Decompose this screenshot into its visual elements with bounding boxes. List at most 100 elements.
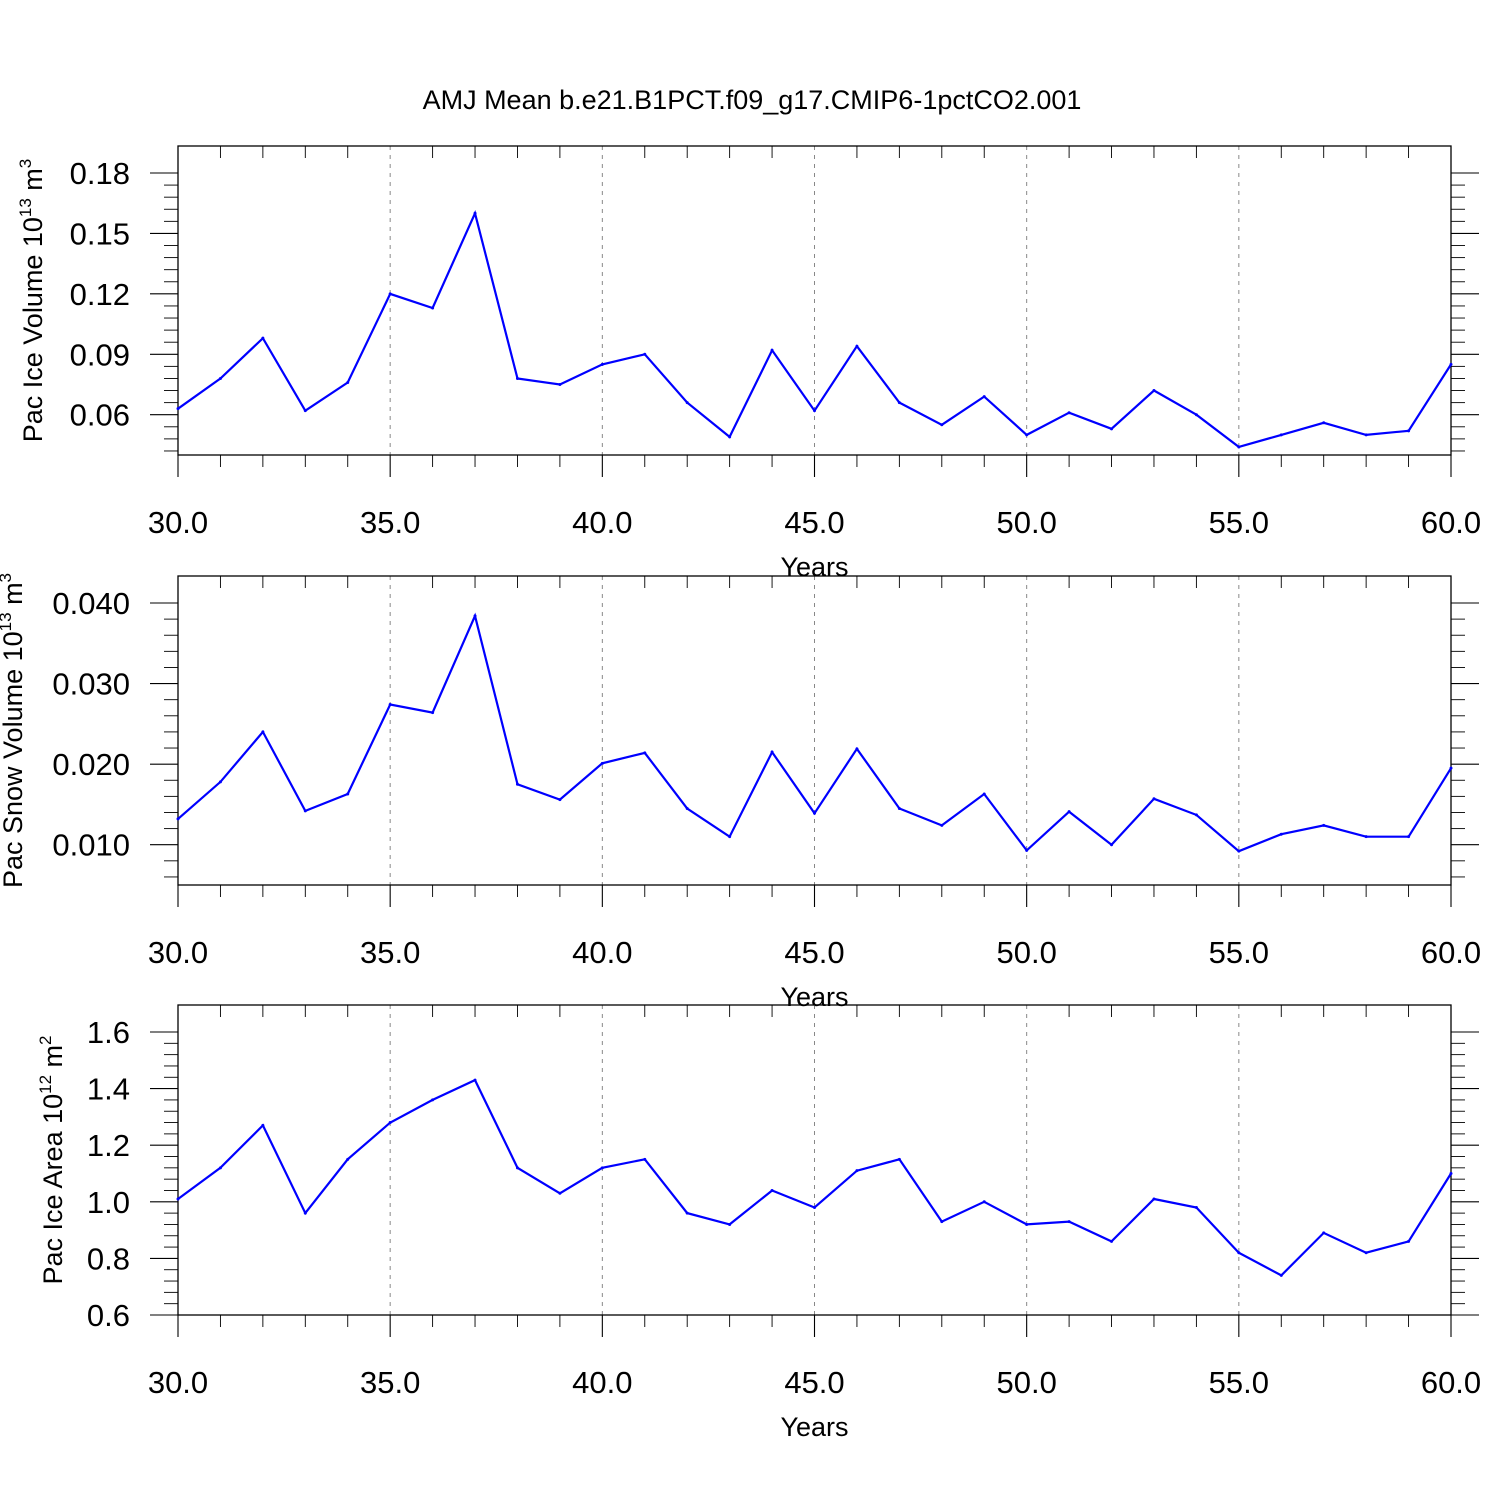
data-point bbox=[1067, 810, 1071, 814]
data-point bbox=[1152, 389, 1156, 393]
data-point bbox=[473, 614, 477, 618]
data-point bbox=[643, 352, 647, 356]
data-point bbox=[1364, 835, 1368, 839]
data-point bbox=[685, 806, 689, 810]
data-point bbox=[600, 761, 604, 765]
data-point bbox=[1279, 1273, 1283, 1277]
x-tick-label: 50.0 bbox=[996, 935, 1056, 970]
x-tick-label: 45.0 bbox=[784, 505, 844, 540]
data-point bbox=[855, 344, 859, 348]
data-point bbox=[558, 1191, 562, 1195]
data-point bbox=[473, 1078, 477, 1082]
data-point bbox=[346, 792, 350, 796]
data-point bbox=[940, 423, 944, 427]
data-point bbox=[1407, 835, 1411, 839]
data-point bbox=[1279, 433, 1283, 437]
x-tick-label: 45.0 bbox=[784, 1365, 844, 1400]
data-point bbox=[1067, 1220, 1071, 1224]
panel-1: 30.0 35.0 40.0 45.0 50.0 55.0 60.0Years0.060.0… bbox=[16, 145, 1481, 582]
data-point bbox=[770, 348, 774, 352]
data-point bbox=[1194, 413, 1198, 417]
data-point bbox=[855, 1169, 859, 1173]
data-point bbox=[982, 395, 986, 399]
data-point bbox=[558, 383, 562, 386]
data-point bbox=[515, 1166, 519, 1170]
data-point bbox=[303, 409, 307, 413]
data-point bbox=[388, 1121, 392, 1125]
y-tick-label: 0.8 bbox=[87, 1241, 130, 1276]
data-point bbox=[685, 1211, 689, 1215]
data-point bbox=[1322, 1231, 1326, 1235]
x-tick-label: 55.0 bbox=[1209, 505, 1269, 540]
y-tick-label: 1.4 bbox=[87, 1072, 130, 1107]
data-point bbox=[1449, 362, 1453, 366]
data-point bbox=[1322, 823, 1326, 827]
data-point bbox=[813, 1205, 816, 1209]
data-point bbox=[176, 407, 180, 411]
data-point bbox=[515, 376, 519, 380]
x-tick-label: 30.0 bbox=[148, 935, 208, 970]
y-tick-label: 0.030 bbox=[52, 667, 130, 702]
x-tick-label: 40.0 bbox=[572, 505, 632, 540]
x-tick-label: 55.0 bbox=[1209, 1365, 1269, 1400]
data-point bbox=[897, 1157, 901, 1161]
data-point bbox=[1279, 832, 1283, 836]
data-point bbox=[770, 750, 774, 754]
data-point bbox=[431, 711, 435, 715]
data-point bbox=[346, 1157, 350, 1161]
x-tick-label: 60.0 bbox=[1421, 505, 1481, 540]
chart-title: AMJ Mean b.e21.B1PCT.f09_g17.CMIP6-1pctC… bbox=[423, 85, 1082, 115]
y-tick-label: 0.020 bbox=[52, 747, 130, 782]
x-axis-label: Years bbox=[780, 1412, 848, 1442]
data-point bbox=[431, 1098, 435, 1102]
y-tick-label: 0.06 bbox=[70, 398, 130, 433]
data-point bbox=[685, 401, 689, 405]
panel-2: 30.0 35.0 40.0 45.0 50.0 55.0 60.0Years0.0100.… bbox=[0, 573, 1481, 1012]
data-point bbox=[940, 823, 944, 827]
data-point bbox=[388, 292, 392, 296]
y-tick-label: 0.040 bbox=[52, 586, 130, 621]
data-point bbox=[218, 780, 222, 784]
data-point bbox=[1025, 848, 1029, 852]
x-tick-label: 40.0 bbox=[572, 1365, 632, 1400]
y-axis-label: Pac Ice Area 1012 m2 bbox=[36, 1035, 68, 1284]
data-point bbox=[897, 401, 901, 405]
data-point bbox=[728, 835, 732, 839]
x-tick-label: 35.0 bbox=[360, 1365, 420, 1400]
data-point bbox=[728, 1222, 732, 1226]
data-point bbox=[1407, 429, 1411, 433]
x-tick-label: 50.0 bbox=[996, 1365, 1056, 1400]
y-tick-label: 0.010 bbox=[52, 828, 130, 863]
panels: 30.0 35.0 40.0 45.0 50.0 55.0 60.0 Years 0.06 0.0… bbox=[0, 145, 1481, 1442]
data-point bbox=[1364, 433, 1368, 437]
x-tick-label: 60.0 bbox=[1421, 935, 1481, 970]
data-point bbox=[473, 211, 477, 215]
data-point bbox=[176, 1197, 180, 1201]
data-point bbox=[1364, 1251, 1368, 1255]
data-point bbox=[1110, 843, 1114, 847]
data-point bbox=[1152, 797, 1156, 801]
data-point bbox=[431, 306, 435, 310]
data-point bbox=[1449, 1172, 1453, 1175]
y-tick-label: 1.2 bbox=[87, 1128, 130, 1163]
data-point bbox=[643, 751, 647, 755]
data-point bbox=[1322, 421, 1326, 425]
data-point bbox=[855, 747, 859, 751]
data-point bbox=[346, 380, 350, 384]
y-axis-label: Pac Ice Volume 1013 m3 bbox=[16, 159, 48, 443]
x-tick-label: 35.0 bbox=[360, 935, 420, 970]
data-point bbox=[388, 703, 392, 707]
data-point bbox=[218, 376, 222, 380]
data-point bbox=[261, 730, 265, 734]
y-tick-label: 0.15 bbox=[70, 216, 130, 251]
x-tick-label: 30.0 bbox=[148, 1365, 208, 1400]
data-point bbox=[303, 1211, 307, 1215]
data-point bbox=[261, 1123, 265, 1127]
data-point bbox=[558, 798, 562, 802]
data-point bbox=[1407, 1239, 1411, 1243]
data-point bbox=[897, 806, 901, 810]
x-tick-label: 40.0 bbox=[572, 935, 632, 970]
data-point bbox=[940, 1220, 944, 1224]
